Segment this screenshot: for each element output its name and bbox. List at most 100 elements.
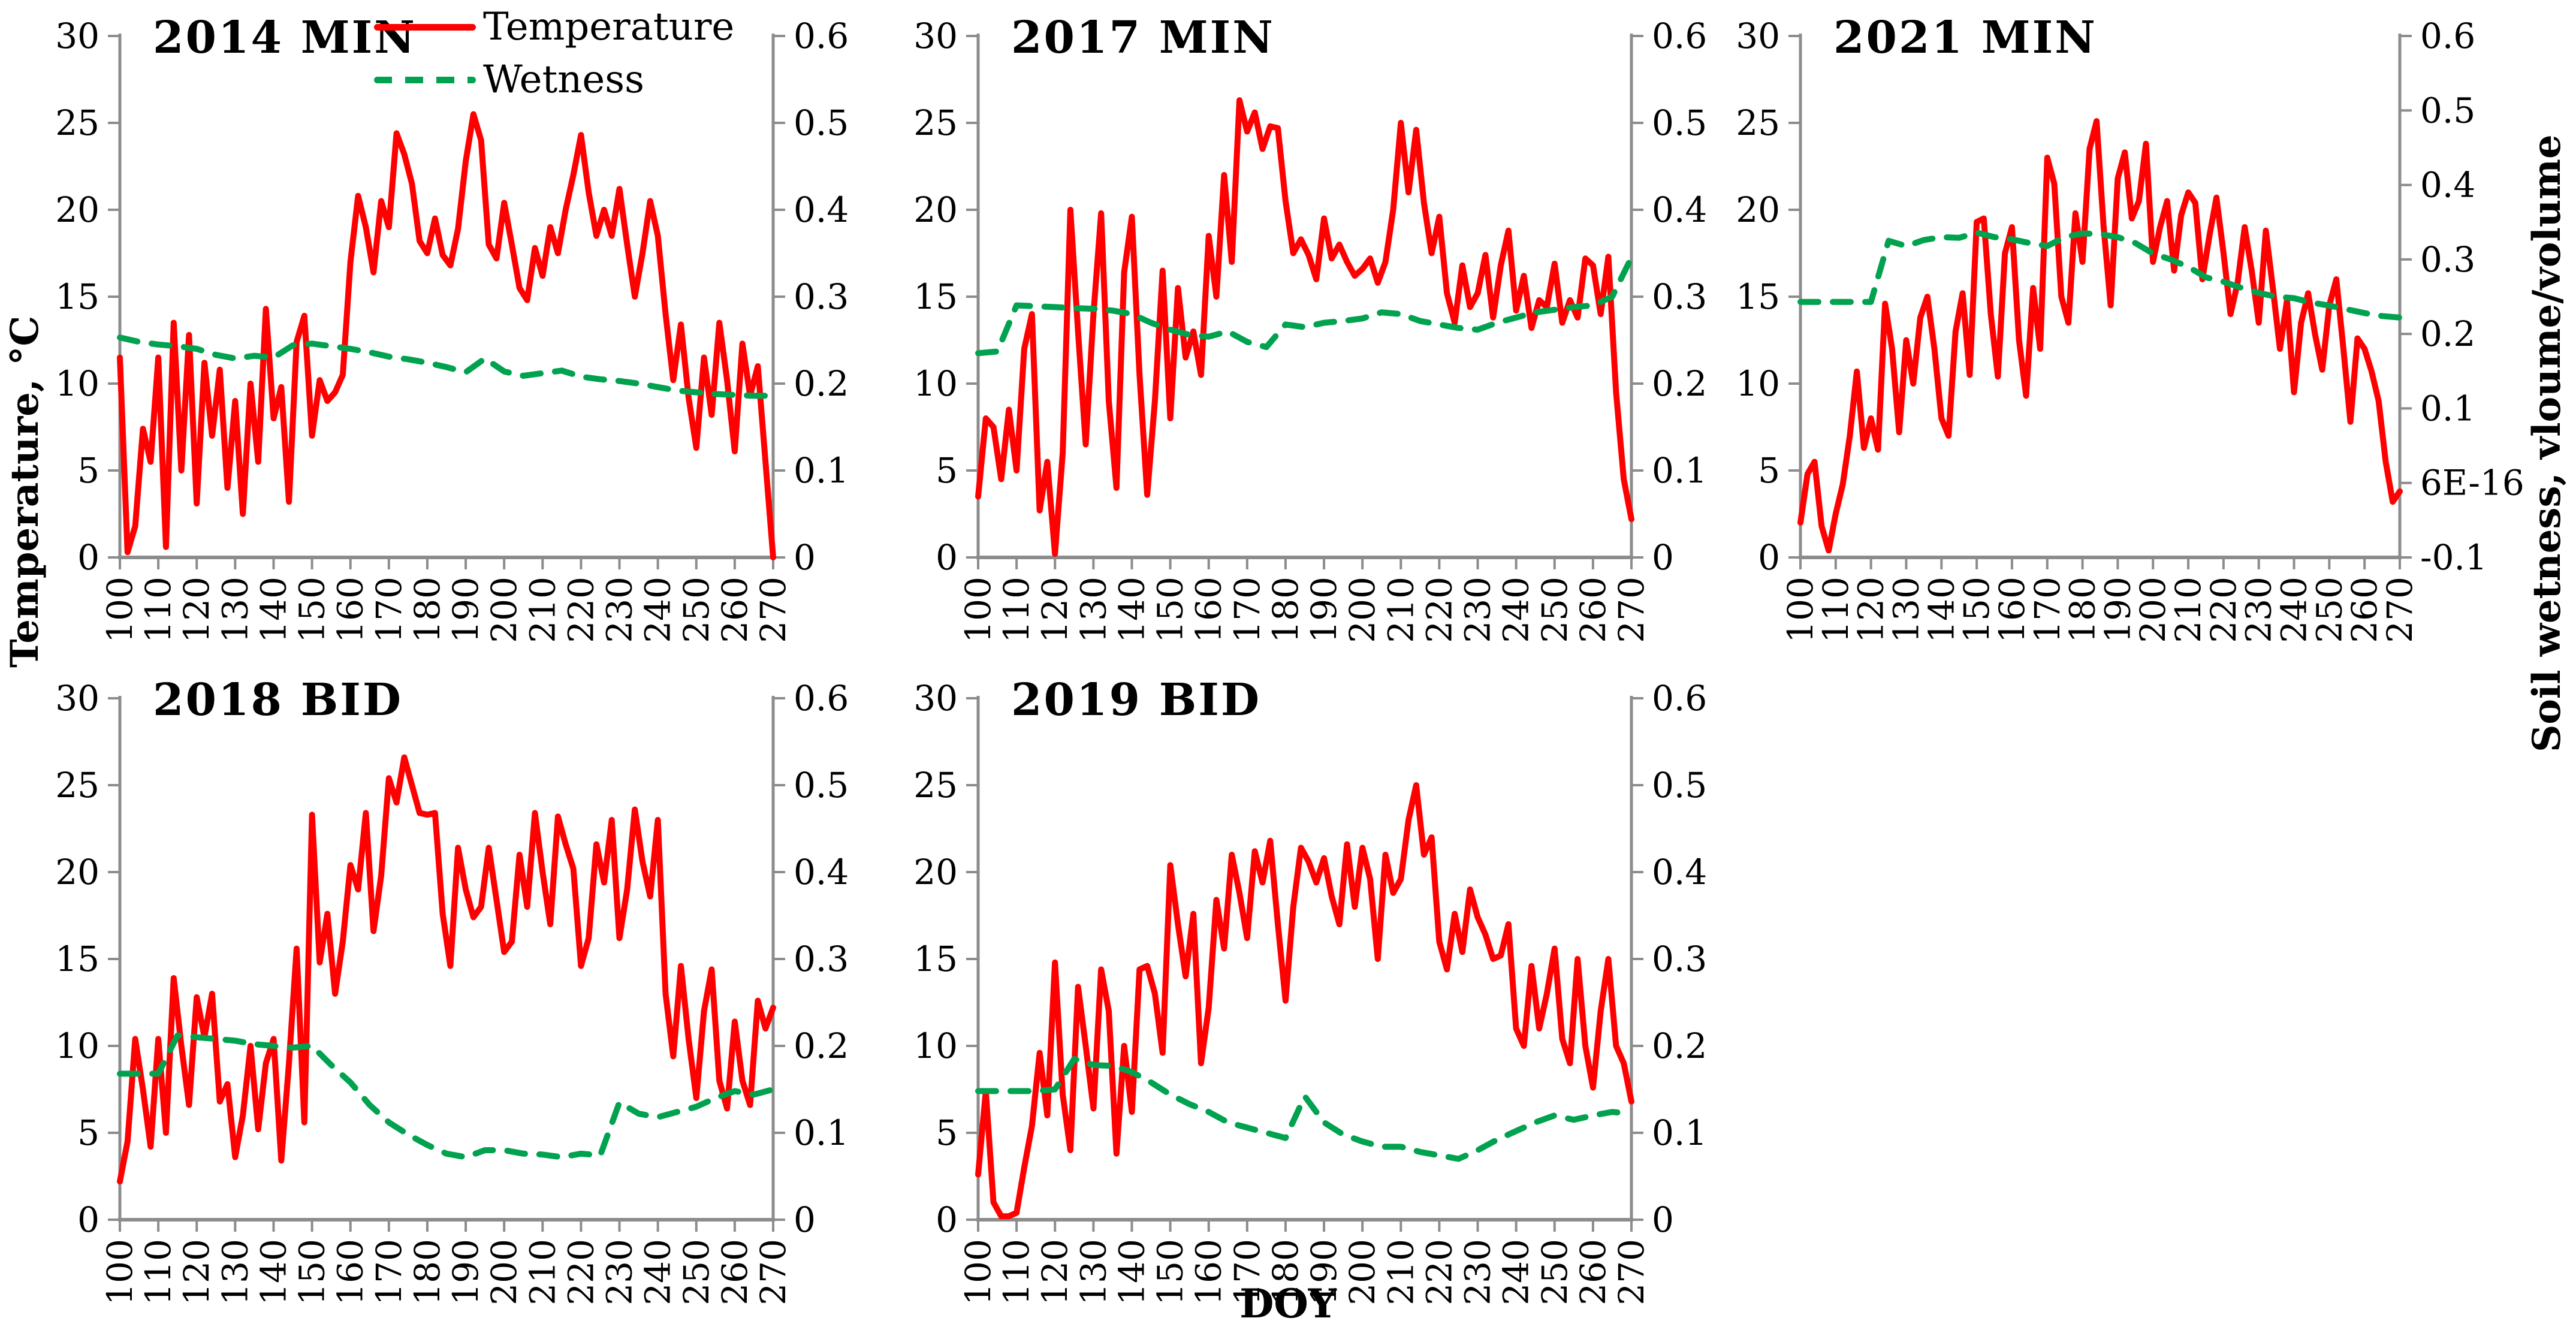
legend-temperature-line-sample [374,24,476,31]
x-axis-tick-label: 170 [1227,1239,1268,1305]
chart-2021-min-plot: 30 25 20 15 10 5 0 0.6 0.5 0.4 0.3 0.2 0.1 6E-16 -0.1 1… [1736,16,2524,643]
left-axis-tick-label: 20 [1736,189,1780,230]
x-axis-tick-label: 130 [1073,1239,1114,1305]
left-axis-tick-label: 20 [913,189,958,230]
right-axis-tick-label: 0.6 [794,678,849,719]
x-axis-tick-label: 170 [2027,577,2068,643]
chart-2018-bid: 30 25 20 15 10 5 0 0.6 0.5 0.4 0.3 0.2 0.1 0 100 110 120… [0,662,859,1322]
right-axis-tick-label: 0 [1652,537,1674,578]
left-axis-tick-label: 0 [77,537,99,578]
wetness-line [975,1055,1634,1162]
wetness-line [117,334,776,399]
x-axis-tick-label: 100 [1780,577,1821,643]
x-axis-tick-label: 140 [1111,577,1152,643]
x-axis-tick-label: 200 [2132,577,2173,643]
x-axis-tick-label: 180 [1265,577,1306,643]
right-axis-tick-label: 0.6 [2420,16,2475,56]
x-axis-tick-label: 190 [445,1239,486,1305]
x-axis-tick-label: 220 [1419,577,1459,643]
x-axis-tick-label: 270 [753,1239,794,1305]
temperature-line [975,782,1634,1220]
x-axis-tick-label: 160 [1992,577,2032,643]
x-axis-tick-label: 220 [560,577,601,643]
x-axis-tick-label: 210 [522,1239,563,1305]
left-axis-tick-label: 25 [913,102,958,143]
x-axis-tick-label: 240 [2274,577,2315,643]
left-axis-tick-label: 25 [1736,102,1780,143]
right-axis-tick-label: 0.4 [1652,189,1707,230]
x-axis-tick-label: 130 [1886,577,1926,643]
x-axis-tick-label: 240 [638,1239,678,1305]
left-axis-tick-label: 0 [936,537,958,578]
x-axis-tick-label: 180 [2062,577,2103,643]
x-axis-tick-label: 110 [138,1239,179,1305]
left-axis-tick-label: 30 [913,16,958,56]
x-axis-tick-label: 120 [1034,1239,1075,1305]
right-axis-tick-label: 0.6 [794,16,849,56]
chart-2014-min-plot: 3025201510500.60.50.40.30.20.10100110120… [55,16,849,643]
x-axis-tick-label: 100 [958,577,999,643]
right-axis-tick-label: 0.5 [1652,765,1707,806]
x-axis-tick-label: 120 [1851,577,1892,643]
x-axis-tick-label: 140 [1921,577,1962,643]
right-axis-tick-label: 0.2 [794,363,849,404]
x-axis-tick-label: 260 [714,577,755,643]
x-axis-tick-label: 250 [676,1239,717,1305]
chart-2019-bid: 30 25 20 15 10 5 0 0.6 0.5 0.4 0.3 0.2 0.1 0 100 110 120… [858,662,1718,1322]
x-axis-tick-label: 220 [1419,1239,1459,1305]
x-axis-tick-label: 200 [1342,1239,1383,1305]
x-axis-tick-label: 250 [1534,1239,1575,1305]
left-axis-tick-label: 15 [1736,276,1780,317]
x-axis-tick-label: 200 [484,577,524,643]
right-axis-tick-label: 0.5 [794,765,849,806]
left-axis-tick-label: 10 [1736,363,1780,404]
chart-2017-min: 30 25 20 15 10 5 0 0.6 0.5 0.4 0.3 0.2 0.1 0 100 110 120… [858,0,1718,659]
x-axis-tick-label: 110 [996,577,1037,643]
left-axis-tick-label: 10 [55,363,99,404]
left-axis-tick-label: 10 [55,1026,99,1066]
right-axis-tick-label: 0.1 [1652,450,1707,491]
right-axis-tick-label: 0.1 [794,1112,849,1153]
chart-title-2021-min: 2021 MIN [1833,12,2097,64]
left-axis-tick-label: 30 [913,678,958,719]
x-axis-tick-label: 130 [1073,577,1114,643]
left-axis-tick-label: 30 [1736,16,1780,56]
x-axis-tick-label: 160 [330,1239,371,1305]
right-axis-tick-label: 0.6 [1652,678,1707,719]
x-axis-tick-label: 230 [1458,1239,1498,1305]
x-axis-tick-label: 140 [253,577,294,643]
x-axis-tick-label: 160 [1189,1239,1229,1305]
right-axis-tick-label: -0.1 [2420,537,2487,578]
x-axis-tick-label: 200 [1342,577,1383,643]
chart-title-2019-bid: 2019 BID [1011,674,1262,726]
x-axis-tick-label: 270 [753,577,794,643]
left-axis-tick-label: 25 [913,765,958,806]
legend-wetness-label: Wetness [483,58,644,102]
x-axis-tick-label: 190 [1304,1239,1344,1305]
x-axis-tick-label: 150 [1150,577,1191,643]
x-axis-tick-label: 210 [2168,577,2209,643]
chart-title-2017-min: 2017 MIN [1011,12,1275,64]
wetness-line [1797,230,2403,321]
x-axis-tick-label: 150 [292,1239,333,1305]
left-axis-tick-label: 20 [55,852,99,892]
x-axis-tick-label: 160 [330,577,371,643]
left-axis-tick-label: 25 [55,102,99,143]
left-axis-tick-label: 15 [913,276,958,317]
left-axis-tick-label: 0 [936,1199,958,1240]
temperature-line [975,97,1634,557]
left-axis-tick-label: 0 [1758,537,1780,578]
x-axis-tick-label: 230 [2239,577,2279,643]
right-axis-tick-label: 0 [794,1199,816,1240]
x-axis-tick-label: 140 [1111,1239,1152,1305]
legend-wetness-line-sample [374,77,476,83]
x-axis-tick-label: 210 [1380,1239,1421,1305]
x-axis-tick-label: 130 [215,1239,255,1305]
right-axis-tick-label: 0.2 [794,1026,849,1066]
legend-temperature-label: Temperature [483,5,735,49]
x-axis-tick-label: 180 [1265,1239,1306,1305]
chart-title-2018-bid: 2018 BID [153,674,403,726]
x-axis-tick-label: 240 [638,577,678,643]
x-axis-tick-label: 150 [1956,577,1997,643]
